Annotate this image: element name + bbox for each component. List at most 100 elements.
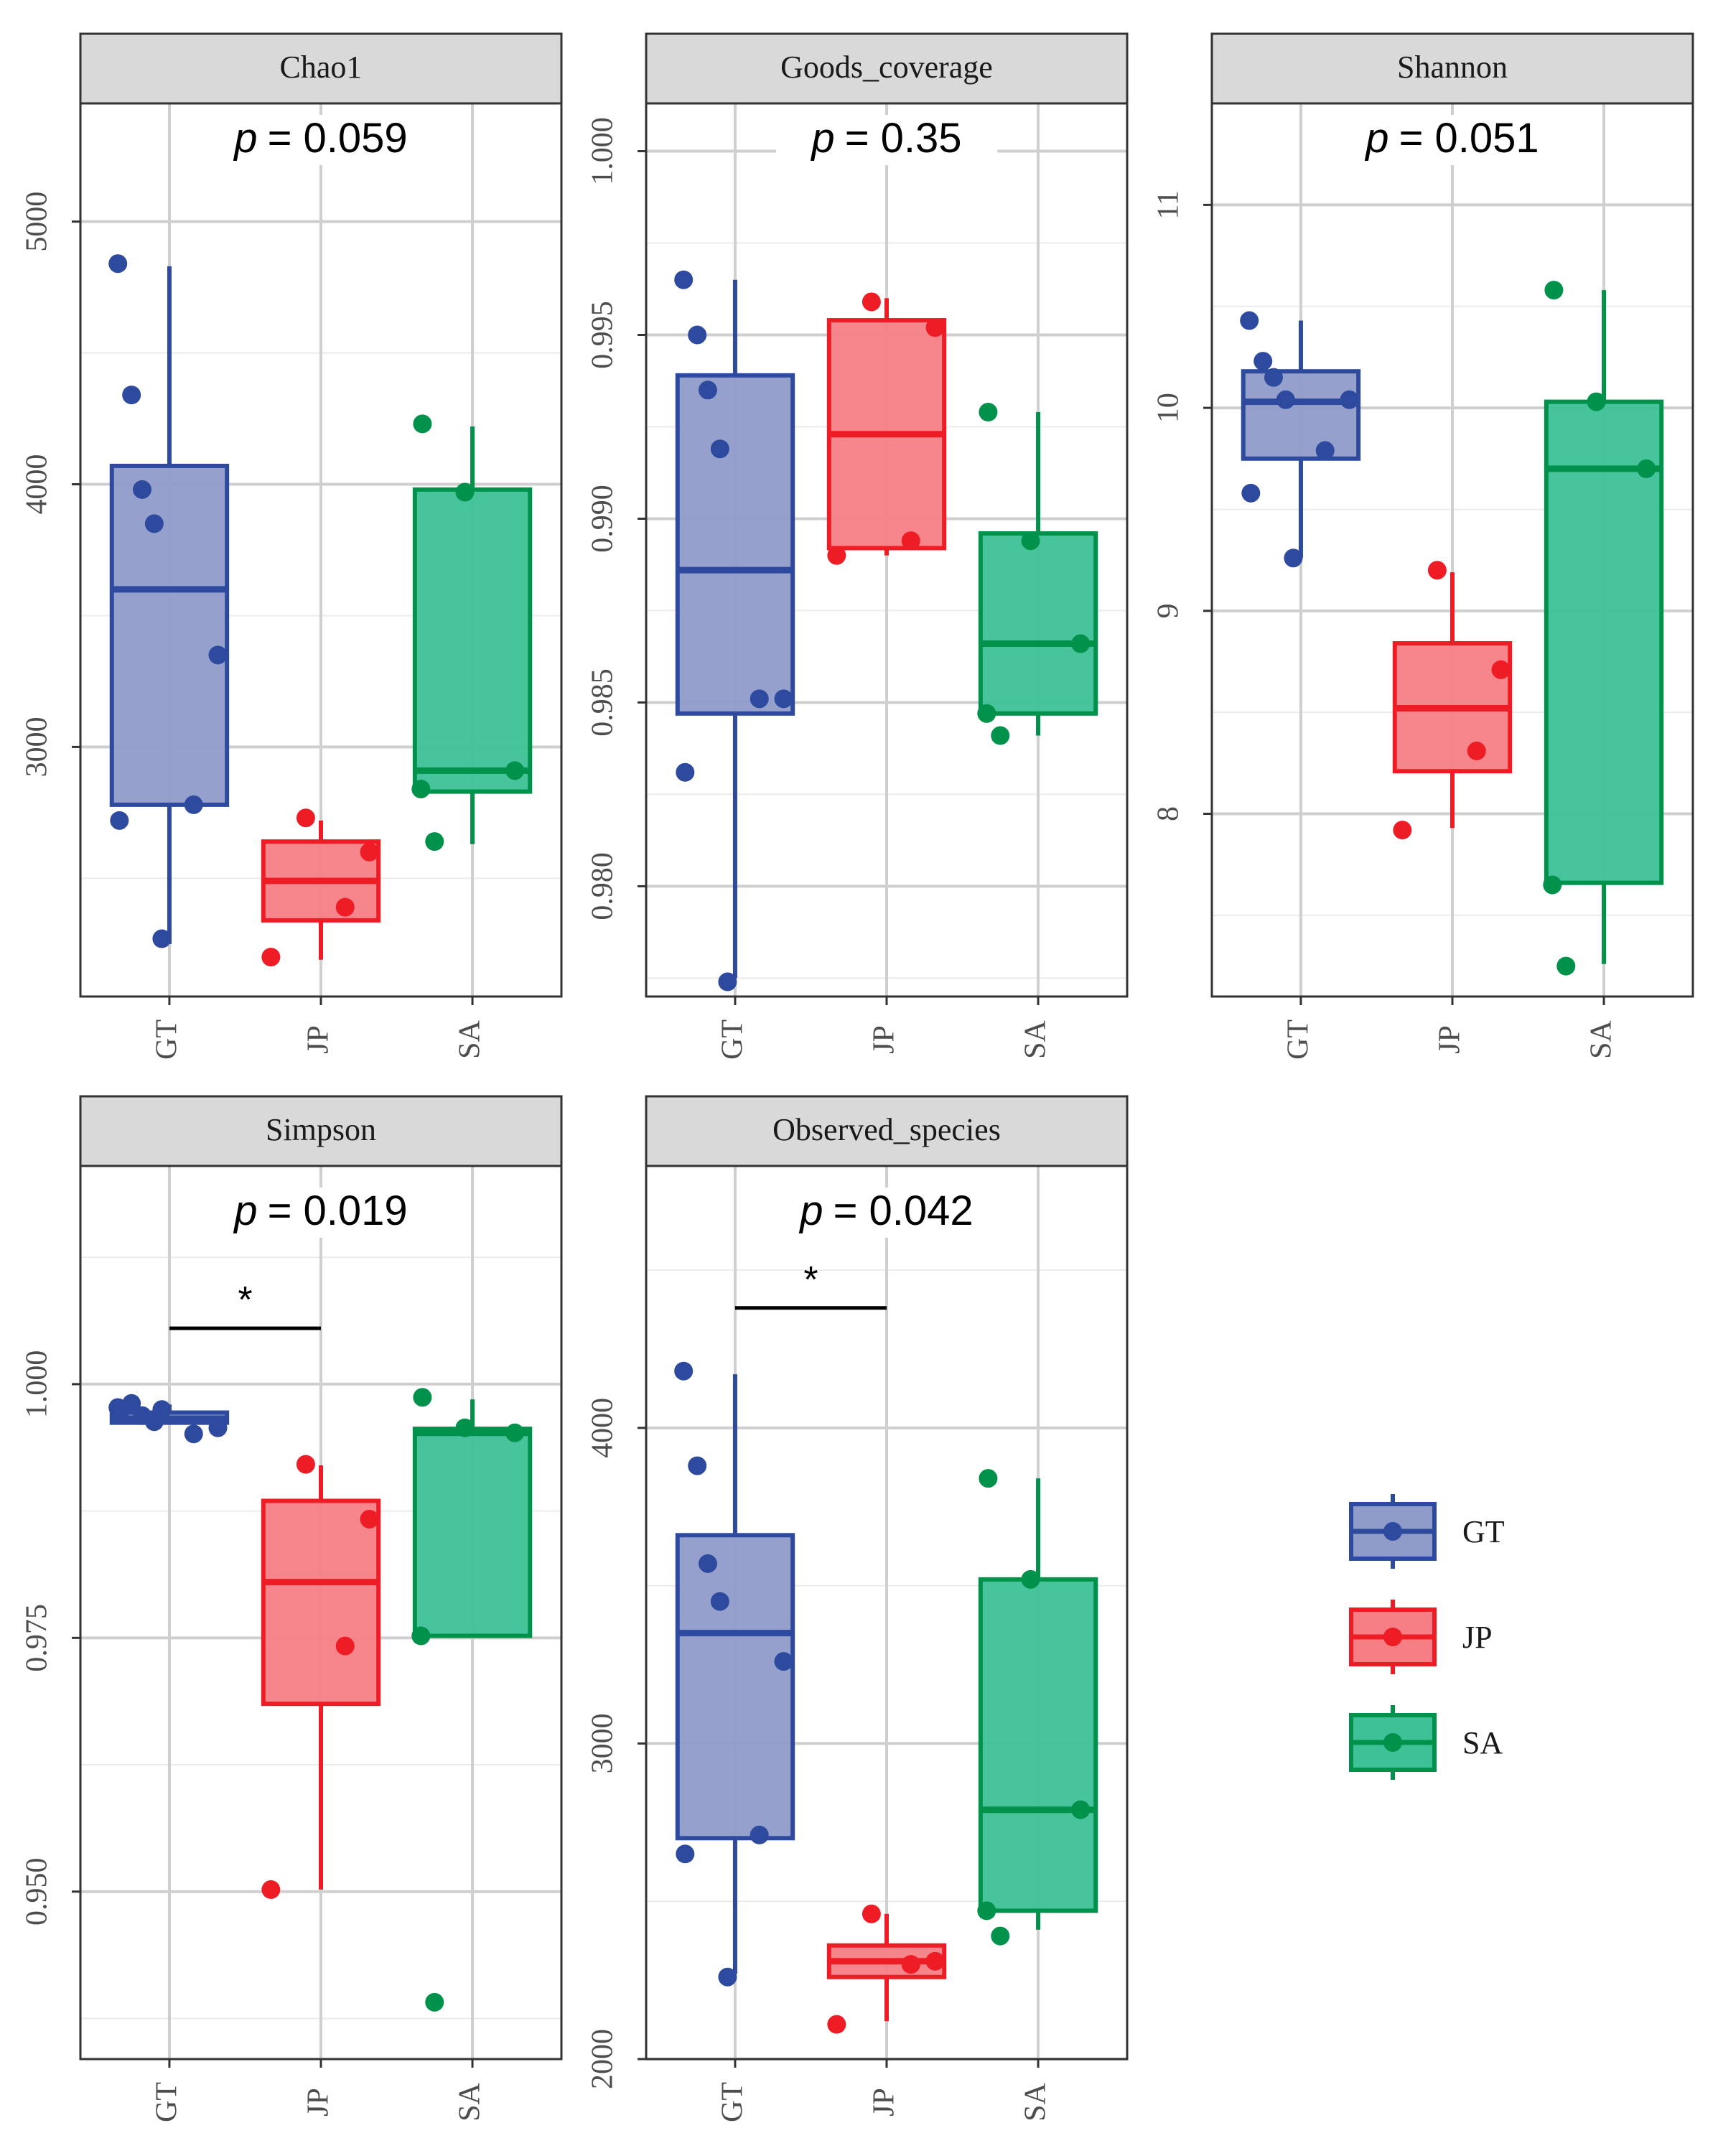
box-jp	[1392, 572, 1513, 829]
data-point-gt	[688, 1456, 707, 1475]
box-body	[675, 1533, 795, 1841]
data-point-sa	[1544, 281, 1564, 300]
box-gt	[1241, 320, 1361, 559]
panel-chao1: Chao1 3000 4000 5000 GT JP SA p = 0.059	[21, 32, 563, 1060]
data-point-sa	[505, 1423, 525, 1442]
data-point-jp	[1393, 821, 1412, 840]
data-point-gt	[110, 811, 129, 830]
box-jp	[826, 298, 947, 556]
y-tick-label: 4000	[587, 1398, 620, 1458]
data-point-sa	[425, 832, 444, 851]
box-body	[412, 487, 533, 794]
p-label-backing	[210, 115, 432, 165]
p-symbol: p	[798, 1187, 823, 1234]
strip-title: Chao1	[280, 50, 363, 85]
y-tick-label: 3000	[587, 1713, 620, 1773]
data-point-gt	[718, 1967, 737, 1987]
p-value: = 0.042	[834, 1187, 974, 1234]
data-point-gt	[1254, 352, 1273, 371]
box-body	[675, 373, 795, 716]
data-point-gt	[750, 689, 769, 709]
x-tick-label: JP	[868, 2088, 901, 2117]
legend-label: GT	[1462, 1514, 1505, 1549]
y-tick-label: 0.975	[21, 1604, 54, 1672]
strip-title: Simpson	[266, 1112, 376, 1147]
x-tick-label: SA	[1019, 1019, 1052, 1058]
data-point-gt	[1240, 311, 1259, 330]
data-point-gt	[688, 325, 707, 345]
box-sa	[978, 412, 1098, 736]
p-label-backing	[1341, 115, 1564, 165]
legend-item-gt: GT	[1349, 1494, 1505, 1569]
x-tick-label: GT	[1282, 1019, 1315, 1060]
x-tick-label: SA	[1585, 1019, 1618, 1058]
x-tick-label: SA	[454, 1019, 487, 1058]
p-value-label: p = 0.019	[233, 1187, 407, 1234]
strip-title: Goods_coverage	[780, 50, 993, 85]
p-value: = 0.059	[268, 115, 408, 162]
data-point-sa	[455, 482, 475, 502]
data-point-sa	[455, 1418, 475, 1437]
x-tick-label: JP	[302, 1025, 335, 1054]
data-point-sa	[411, 1626, 431, 1646]
data-point-jp	[296, 808, 315, 828]
y-tick-label: 2000	[587, 2029, 620, 2089]
p-label-backing	[775, 115, 998, 165]
p-symbol: p	[1364, 115, 1388, 162]
data-point-jp	[360, 842, 379, 862]
data-point-gt	[750, 1825, 769, 1844]
box-sa	[978, 1478, 1098, 1930]
data-point-gt	[718, 972, 737, 991]
data-point-gt	[1284, 549, 1303, 568]
data-point-sa	[425, 1992, 444, 2012]
box-body	[1241, 369, 1361, 461]
x-tick-label: SA	[1019, 2082, 1052, 2121]
y-tick-label: 0.990	[587, 485, 620, 553]
data-point-gt	[108, 254, 128, 274]
data-point-jp	[360, 1509, 379, 1529]
y-tick-label: 9	[1152, 603, 1185, 618]
data-point-gt	[1241, 483, 1261, 503]
data-point-jp	[862, 1904, 881, 1923]
y-tick-label: 8	[1152, 806, 1185, 821]
strip-background	[79, 32, 563, 105]
data-point-gt	[184, 1424, 203, 1444]
data-point-sa	[979, 1469, 998, 1488]
y-tick-label: 1.000	[587, 117, 620, 185]
x-tick-label: GT	[716, 2082, 750, 2122]
data-point-gt	[674, 270, 694, 289]
data-point-jp	[862, 292, 881, 312]
plot-area: 0.980 0.985 0.990 0.995 1.000 GT JP SA	[587, 102, 1129, 1060]
x-tick-label: GT	[151, 2082, 184, 2122]
p-symbol: p	[233, 115, 257, 162]
y-tick-label: 11	[1152, 190, 1185, 219]
y-tick-label: 0.950	[21, 1858, 54, 1926]
p-value-label: p = 0.042	[798, 1187, 973, 1234]
legend: GT JP SA	[1349, 1494, 1505, 1780]
data-point-gt	[110, 1404, 129, 1423]
data-point-jp	[296, 1455, 315, 1474]
data-point-gt	[710, 439, 729, 459]
data-point-sa	[1021, 531, 1040, 551]
p-value: = 0.35	[845, 115, 962, 162]
strip-title: Observed_species	[772, 1112, 1001, 1147]
data-point-sa	[977, 704, 996, 723]
box-body	[261, 1498, 381, 1707]
legend-label: JP	[1462, 1620, 1493, 1655]
panel-observed-species: Observed_species * 2000 3000 4000 GT JP SA p = …	[587, 1095, 1129, 2122]
box-gt	[109, 266, 230, 944]
data-point-jp	[1467, 741, 1486, 760]
box-gt	[675, 279, 795, 979]
data-point-gt	[152, 929, 172, 948]
data-point-jp	[261, 1880, 281, 1899]
legend-point	[1383, 1733, 1402, 1752]
data-point-gt	[698, 381, 717, 400]
p-symbol: p	[810, 115, 834, 162]
p-label-backing	[210, 1187, 432, 1238]
plot-area: 3000 4000 5000 GT JP SA	[21, 102, 563, 1060]
y-tick-label: 1.000	[21, 1350, 54, 1419]
data-point-jp	[901, 1955, 920, 1974]
box-body	[109, 463, 230, 807]
box-body	[978, 531, 1098, 716]
